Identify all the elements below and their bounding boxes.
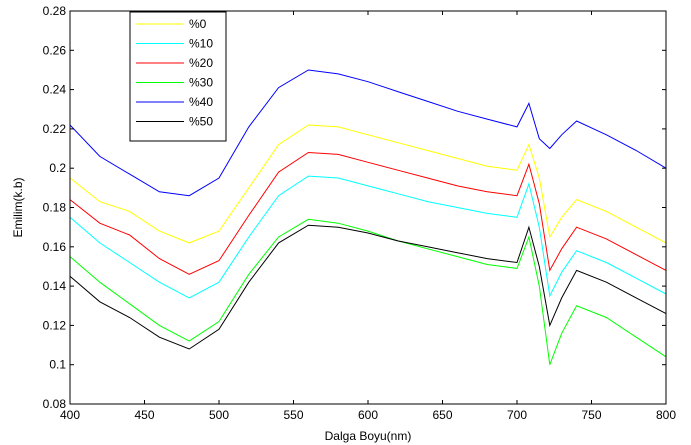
ticks-layer: 400 450 500 550 600 650 700 750 800 0.08 0.1 0.12 0.… — [43, 4, 677, 422]
x-tick-label: 750 — [581, 408, 601, 422]
series-line-3 — [69, 218, 667, 365]
x-axis-title: Dalga Boyu(nm) — [325, 429, 412, 443]
series-line-5 — [69, 224, 667, 350]
y-tick-label: 0.18 — [43, 201, 67, 215]
x-tick-label: 650 — [432, 408, 452, 422]
y-tick-label: 0.22 — [43, 122, 67, 136]
legend-label: %30 — [189, 76, 213, 90]
x-tick-label: 600 — [358, 408, 378, 422]
x-tick-label: 700 — [507, 408, 527, 422]
y-tick-label: 0.1 — [49, 358, 66, 372]
legend-label: %20 — [189, 56, 213, 70]
series-line-4 — [69, 69, 667, 197]
x-tick-label: 800 — [656, 408, 676, 422]
legend-label: %10 — [189, 37, 213, 51]
series-line-1 — [69, 175, 667, 299]
series-layer — [69, 69, 667, 365]
x-tick-label: 550 — [283, 408, 303, 422]
y-tick-label: 0.08 — [43, 397, 67, 411]
legend-label: %50 — [189, 115, 213, 129]
y-tick-label: 0.12 — [43, 318, 67, 332]
legend: %0 %10 %20 %30 %40 %50 — [129, 11, 227, 142]
y-tick-label: 0.16 — [43, 240, 67, 254]
y-axis-title: Emilim(k.b) — [11, 178, 25, 238]
legend-box — [129, 11, 227, 142]
y-tick-label: 0.2 — [49, 161, 66, 175]
y-tick-label: 0.26 — [43, 43, 67, 57]
y-tick-label: 0.14 — [43, 279, 67, 293]
y-tick-label: 0.24 — [43, 83, 67, 97]
series-line-0 — [69, 124, 667, 244]
series-line-2 — [69, 151, 667, 275]
x-tick-label: 500 — [209, 408, 229, 422]
y-tick-label: 0.28 — [43, 4, 67, 18]
x-tick-label: 400 — [60, 408, 80, 422]
legend-label: %40 — [189, 95, 213, 109]
x-tick-label: 450 — [134, 408, 154, 422]
legend-label: %0 — [189, 17, 207, 31]
